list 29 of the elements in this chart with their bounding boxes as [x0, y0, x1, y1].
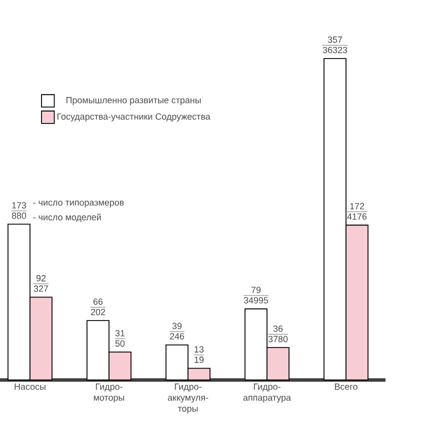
x-tick-label: Насосы: [14, 384, 46, 390]
annotation: 327: [34, 285, 48, 292]
x-tick-label: Всего: [334, 384, 358, 390]
data-label: 172: [350, 203, 364, 210]
data-label: 39: [172, 322, 182, 330]
annotation: 36323: [322, 46, 348, 54]
data-label: 36: [273, 325, 283, 332]
data-label: 357: [328, 36, 342, 43]
data-label: 31: [115, 330, 125, 336]
annotation: 34995: [244, 297, 268, 304]
data-label: 92: [36, 275, 46, 282]
x-tick-label: Гидро-моторы: [94, 384, 124, 403]
annotation: 3780: [268, 336, 288, 342]
annotation: - число моделей: [33, 214, 101, 222]
annotation: 880: [12, 212, 26, 219]
annotation: 202: [90, 308, 106, 316]
x-tick-label: Гидро-аккумуля-торы: [168, 384, 208, 414]
annotation: 50: [115, 340, 125, 347]
annotation: 4176: [347, 213, 367, 220]
data-label: 173: [12, 202, 26, 208]
x-tick-label: Гидро-аппаратура: [243, 384, 292, 403]
legend-label: Промышленно развитые страны: [66, 97, 201, 106]
annotation: 246: [170, 333, 184, 340]
data-label: 66: [93, 298, 103, 305]
annotation: - число типоразмеров: [33, 200, 124, 208]
annotation: 19: [194, 356, 204, 363]
legend-label: Государства-участники Содружества: [57, 113, 210, 122]
data-label: 79: [251, 286, 261, 294]
data-label: 13: [194, 346, 204, 353]
